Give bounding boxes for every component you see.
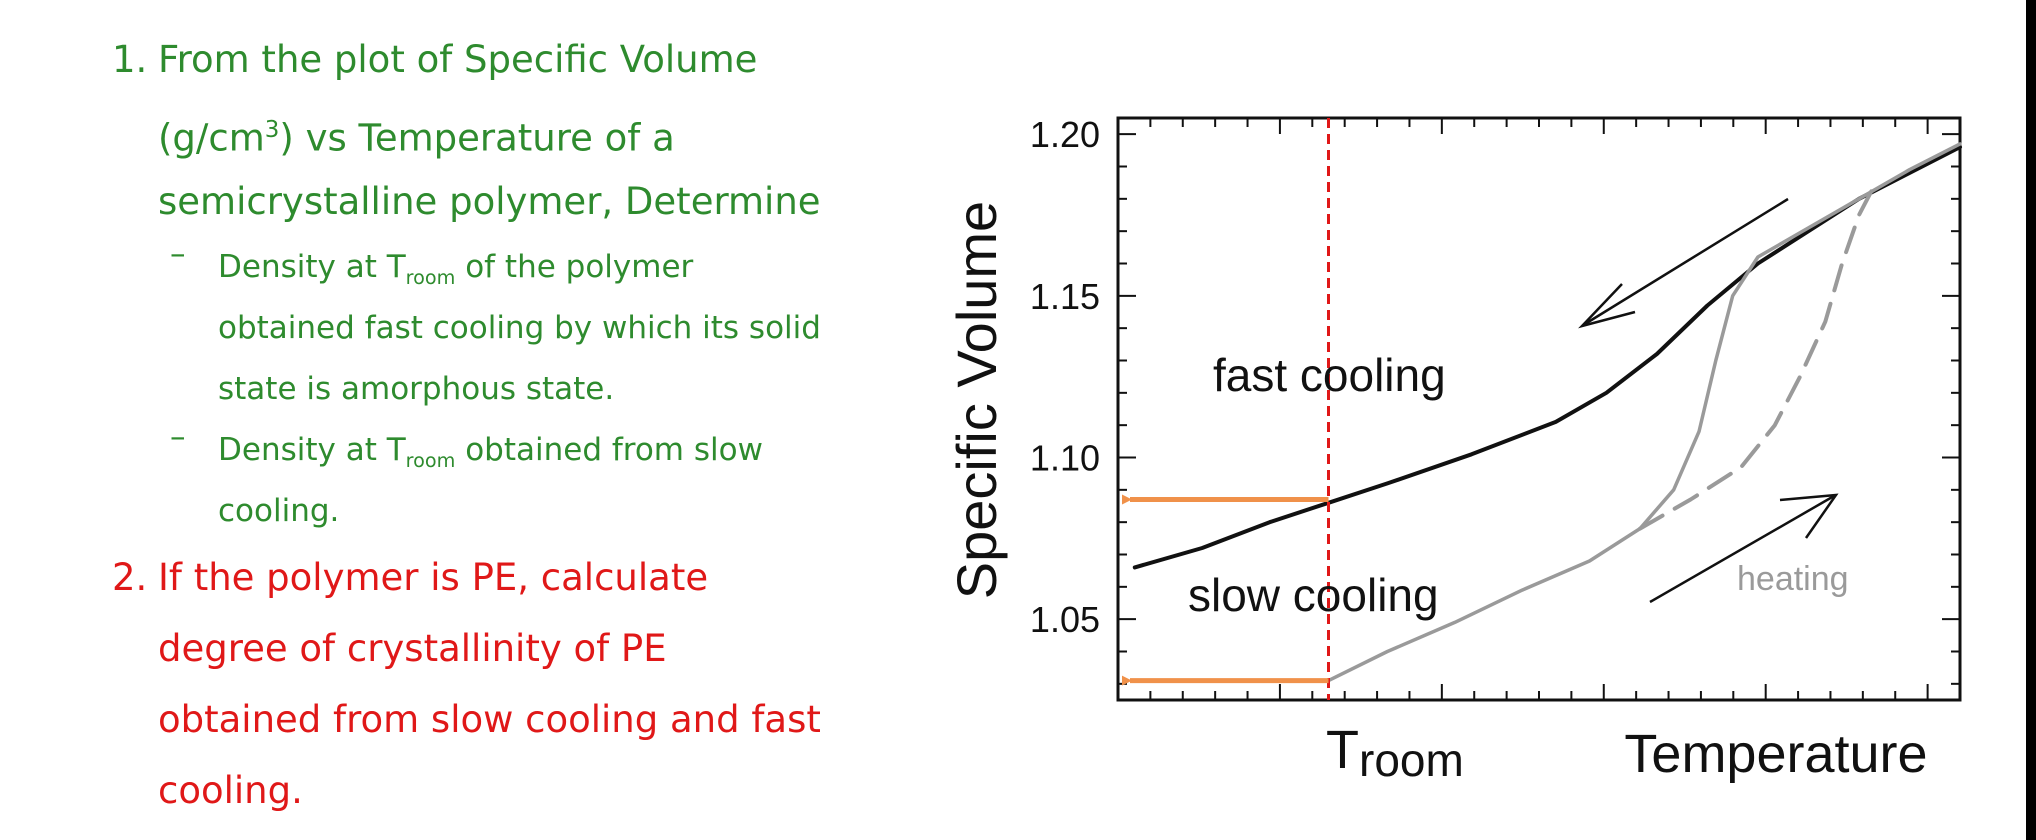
right-edge-bar	[2026, 0, 2036, 840]
y-tick-labels: 1.05 1.10 1.15 1.20	[1030, 114, 1100, 640]
question-1-line-3: semicrystalline polymer, Determine	[158, 180, 821, 223]
question-1-line-1: From the plot of Specific Volume	[158, 38, 758, 81]
cooling-direction-arrow	[1578, 197, 1789, 329]
bullet-1-line-1: Density at Troom of the polymer	[218, 249, 694, 290]
question-1-line-2: (g/cm3) vs Temperature of a	[158, 116, 675, 160]
y-axis-label: Specific Volume	[945, 201, 1008, 599]
series-slow-cooling	[1326, 142, 1962, 683]
question-2-line-2: degree of crystallinity of PE	[158, 627, 667, 670]
marker-layer	[1122, 118, 1330, 700]
y-tick-label: 1.15	[1030, 276, 1100, 317]
question-1-number: 1.	[112, 38, 148, 81]
axis-ticks	[1118, 118, 1960, 700]
slow-cooling-label: slow cooling	[1188, 569, 1439, 621]
question-2-number: 2.	[112, 556, 148, 599]
bullet-1-line-3: state is amorphous state.	[218, 371, 615, 407]
bullet-1-line-2: obtained fast cooling by which its solid	[218, 310, 821, 346]
y-tick-label: 1.05	[1030, 599, 1100, 640]
series-layer	[1132, 142, 1962, 683]
bullet-2-line-1: Density at Troom obtained from slow	[218, 432, 763, 473]
question-2-line-1: If the polymer is PE, calculate	[158, 556, 709, 599]
x-axis-label: Temperature	[1624, 724, 1927, 784]
bullet-2-dash: –	[170, 419, 186, 455]
bullet-1-dash: –	[170, 236, 186, 272]
series-heating	[1638, 180, 1878, 531]
fast-cooling-label: fast cooling	[1213, 349, 1446, 401]
question-2-line-3: obtained from slow cooling and fast	[158, 698, 821, 741]
y-tick-label: 1.20	[1030, 114, 1100, 155]
question-2-line-4: cooling.	[158, 769, 303, 812]
t-room-label: Troom	[1326, 720, 1464, 786]
y-tick-label: 1.10	[1030, 438, 1100, 479]
heating-direction-arrow	[1649, 493, 1839, 604]
bullet-2-line-2: cooling.	[218, 493, 340, 529]
heating-label: heating	[1737, 560, 1849, 598]
